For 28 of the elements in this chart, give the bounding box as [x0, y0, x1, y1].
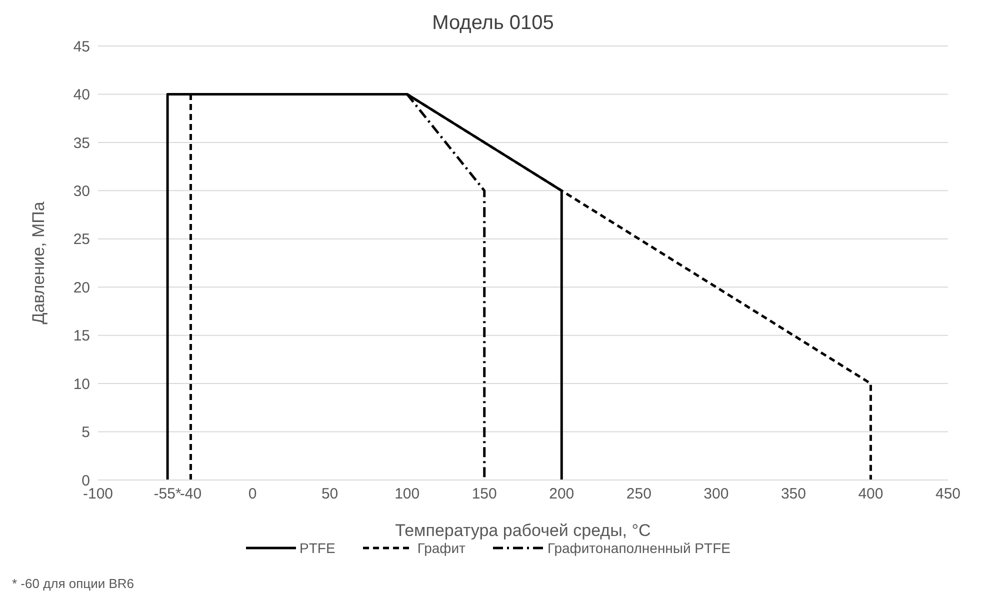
- x-tick-label: 150: [472, 486, 497, 503]
- x-tick-label: 300: [704, 486, 729, 503]
- x-tick-label: -40: [180, 486, 202, 503]
- y-tick-label: 40: [73, 86, 90, 104]
- x-tick-label: 0: [248, 486, 257, 503]
- text: * -60 для опции BR6: [12, 576, 134, 591]
- y-axis-title: Давление, МПа: [29, 201, 48, 324]
- chart-title: Модель 0105: [431, 12, 555, 35]
- x-tick-label: 50: [321, 486, 338, 503]
- x-tick-label: 450: [935, 486, 961, 503]
- x-tick-label: 250: [626, 486, 652, 503]
- legend-label: Графит: [416, 540, 466, 556]
- y-tick-label: 30: [73, 182, 90, 200]
- y-tick-label: 10: [73, 376, 90, 393]
- x-tick-label: 100: [394, 486, 420, 503]
- x-tick-label: 350: [780, 486, 806, 503]
- y-tick-label: 25: [73, 231, 90, 248]
- x-axis-title: Температура рабочей среды, °C: [395, 521, 651, 540]
- x-tick-label: 400: [858, 486, 884, 503]
- legend-label: Графитонаполненный PTFE: [546, 540, 730, 556]
- x-tick-label: -55*: [154, 486, 182, 503]
- y-tick-label: 45: [73, 38, 90, 56]
- y-tick-label: 35: [73, 134, 90, 152]
- y-tick-label: 15: [73, 328, 90, 345]
- legend-label: PTFE: [298, 540, 336, 556]
- y-tick-label: 5: [82, 424, 90, 442]
- x-tick-label: 200: [549, 486, 574, 503]
- y-tick-label: 20: [73, 279, 90, 296]
